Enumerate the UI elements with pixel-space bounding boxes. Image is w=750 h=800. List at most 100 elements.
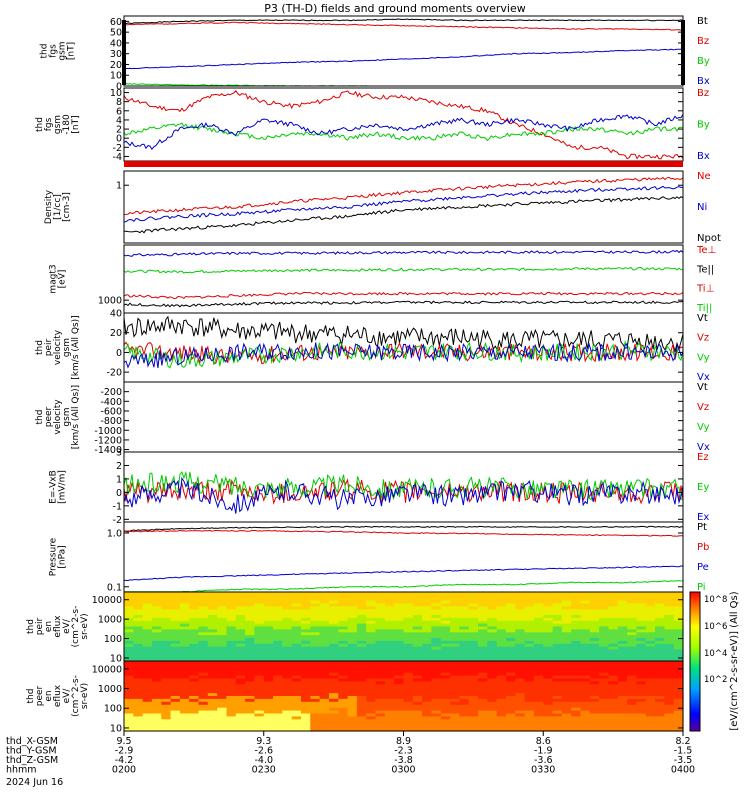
heatmap-cell (310, 603, 321, 607)
heatmap-cell (515, 594, 526, 599)
heatmap-cell (245, 693, 255, 697)
heatmap-cell (347, 652, 358, 656)
heatmap-cell (524, 678, 535, 682)
heatmap-cell (580, 696, 591, 700)
heatmap-cell (673, 606, 684, 610)
heatmap-cell (254, 725, 265, 729)
heatmap-cell (198, 704, 209, 709)
heatmap-cell (599, 661, 609, 665)
heatmap-cell (179, 612, 190, 616)
heatmap-cell (645, 635, 656, 639)
y-tick-label: 1 (116, 181, 122, 192)
heatmap-cell (645, 609, 656, 613)
x-axis-row-label: thd_Y-GSM (6, 746, 57, 757)
heatmap-cell (496, 638, 507, 642)
heatmap-cell (235, 609, 246, 613)
heatmap-cell (459, 710, 470, 715)
heatmap-cell (319, 701, 330, 706)
heatmap-cell (133, 698, 144, 703)
heatmap-cell (599, 626, 609, 630)
heatmap-cell (543, 623, 554, 628)
heatmap-cell (580, 652, 591, 656)
heatmap-cell (608, 603, 619, 607)
heatmap-cell (151, 623, 162, 628)
heatmap-cell (617, 663, 628, 668)
y-tick-label: -20 (106, 368, 122, 379)
heatmap-cell (403, 629, 414, 633)
heatmap-cell (524, 597, 535, 602)
heatmap-cell (263, 609, 274, 613)
heatmap-cell (179, 713, 190, 717)
heatmap-cell (217, 690, 228, 694)
heatmap-cell (655, 722, 665, 726)
heatmap-cell (198, 722, 209, 726)
heatmap-cell (655, 672, 665, 677)
heatmap-cell (655, 663, 665, 668)
heatmap-cell (226, 617, 237, 622)
heatmap-cell (338, 617, 349, 622)
heatmap-cell (273, 710, 283, 715)
heatmap-cell (217, 597, 228, 602)
x-axis-value: 0400 (671, 765, 695, 776)
heatmap-cell (459, 696, 470, 700)
heatmap-cell (431, 649, 442, 653)
heatmap-cell (310, 597, 321, 602)
heatmap-cell (282, 713, 293, 717)
heatmap-cell (655, 728, 665, 732)
heatmap-cell (207, 646, 218, 651)
heatmap-cell (459, 643, 470, 648)
y-tick-label: 0 (116, 488, 122, 499)
heatmap-cell (655, 615, 665, 619)
heatmap-cell (571, 655, 582, 659)
heatmap-cell (636, 693, 647, 697)
heatmap-cell (543, 672, 554, 677)
heatmap-cell (617, 666, 628, 671)
heatmap-cell (571, 597, 582, 602)
heatmap-cell (273, 643, 283, 648)
heatmap-cell (142, 725, 153, 729)
heatmap-cell (506, 658, 516, 662)
heatmap-cell (580, 728, 591, 732)
heatmap-cell (403, 672, 414, 677)
heatmap-cell (161, 669, 172, 674)
heatmap-cell (506, 707, 516, 712)
heatmap-cell (375, 710, 386, 715)
heatmap-cell (161, 638, 172, 642)
heatmap-cell (273, 597, 283, 602)
heatmap-cell (319, 638, 330, 642)
heatmap-cell (431, 635, 442, 639)
heatmap-cell (599, 646, 609, 651)
heatmap-cell (459, 716, 470, 720)
heatmap-cell (589, 704, 600, 709)
heatmap-cell (459, 684, 470, 688)
heatmap-cell (384, 600, 395, 605)
heatmap-cell (189, 615, 200, 619)
heatmap-cell (580, 615, 591, 619)
heatmap-cell (571, 629, 582, 633)
heatmap-cell (161, 713, 172, 717)
heatmap-cell (198, 701, 209, 706)
heatmap-cell (207, 632, 218, 636)
y-tick-label: 1000 (98, 615, 122, 626)
heatmap-cell (217, 620, 228, 625)
heatmap-cell (338, 623, 349, 628)
heatmap-cell (422, 612, 432, 616)
heatmap-cell (291, 684, 302, 688)
heatmap-cell (394, 646, 405, 651)
heatmap-cell (543, 643, 554, 648)
heatmap-cell (319, 617, 330, 622)
heatmap-cell (338, 635, 349, 639)
heatmap-cell (496, 707, 507, 712)
heatmap-cell (245, 719, 255, 723)
heatmap-cell (263, 638, 274, 642)
heatmap-cell (450, 701, 460, 706)
heatmap-cell (384, 606, 395, 610)
heatmap-cell (431, 707, 442, 712)
heatmap-cell (310, 612, 321, 616)
heatmap-cell (329, 684, 339, 688)
heatmap-cell (403, 617, 414, 622)
heatmap-cell (375, 649, 386, 653)
heatmap-cell (263, 600, 274, 605)
heatmap-cell (636, 716, 647, 720)
heatmap-cell (151, 592, 162, 596)
